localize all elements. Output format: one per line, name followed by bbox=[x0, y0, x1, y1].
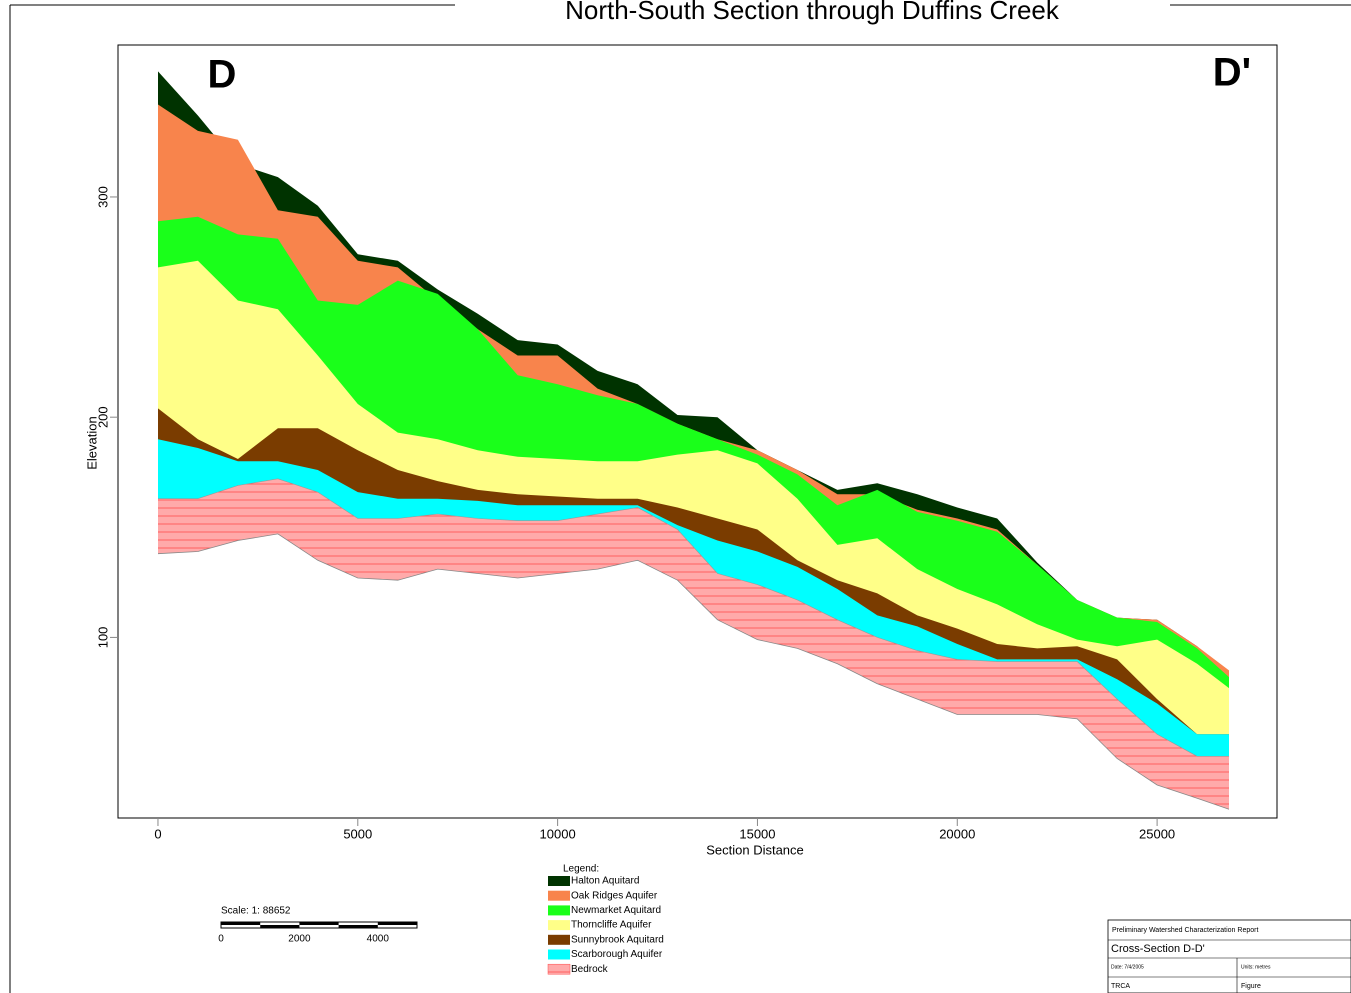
y-tick-label: 300 bbox=[95, 186, 110, 208]
legend-label: Thorncliffe Aquifer bbox=[571, 920, 652, 931]
x-tick-label: 10000 bbox=[540, 826, 576, 841]
scale-tick-label: 2000 bbox=[288, 934, 311, 945]
y-tick-label: 100 bbox=[95, 627, 110, 649]
chart-title: North-South Section through Duffins Cree… bbox=[565, 0, 1060, 25]
legend-swatch bbox=[548, 920, 570, 930]
legend-swatch bbox=[548, 964, 570, 974]
legend-title: Legend: bbox=[563, 864, 599, 875]
scale-bar-segment bbox=[378, 922, 417, 925]
x-tick-label: 0 bbox=[154, 826, 161, 841]
y-tick-label: 200 bbox=[95, 406, 110, 428]
legend-label: Halton Aquitard bbox=[571, 876, 639, 887]
units: Units: metres bbox=[1241, 964, 1271, 970]
scale-bar-segment bbox=[339, 925, 378, 928]
date: Date: 7/4/2005 bbox=[1111, 964, 1144, 970]
section-end-label: D' bbox=[1213, 51, 1251, 95]
figure-title: Cross-Section D-D' bbox=[1111, 943, 1205, 955]
agency: TRCA bbox=[1111, 983, 1130, 990]
scale-tick-label: 0 bbox=[218, 934, 224, 945]
legend-swatch bbox=[548, 950, 570, 960]
legend-label: Newmarket Aquitard bbox=[571, 905, 661, 916]
scale-label: Scale: 1: 88652 bbox=[221, 906, 291, 917]
legend-label: Scarborough Aquifer bbox=[571, 949, 663, 960]
chart: North-South Section through Duffins Cree… bbox=[0, 0, 1351, 993]
x-axis-label: Section Distance bbox=[706, 842, 804, 857]
x-tick-label: 15000 bbox=[739, 826, 775, 841]
scale-tick-label: 4000 bbox=[367, 934, 390, 945]
legend-swatch bbox=[548, 935, 570, 945]
x-tick-label: 20000 bbox=[939, 826, 975, 841]
legend-label: Oak Ridges Aquifer bbox=[571, 890, 658, 901]
legend-label: Sunnybrook Aquitard bbox=[571, 934, 664, 945]
legend-label: Bedrock bbox=[571, 964, 609, 975]
x-tick-label: 25000 bbox=[1139, 826, 1175, 841]
legend-swatch bbox=[548, 905, 570, 915]
scale-bar-segment bbox=[299, 922, 338, 925]
x-tick-label: 5000 bbox=[343, 826, 372, 841]
title-block: Preliminary Watershed Characterization R… bbox=[1108, 920, 1351, 993]
figure: Figure bbox=[1241, 983, 1261, 990]
report-title: Preliminary Watershed Characterization R… bbox=[1112, 927, 1258, 934]
legend-swatch bbox=[548, 876, 570, 886]
section-start-label: D bbox=[208, 53, 237, 97]
scale-bar-segment bbox=[260, 925, 299, 928]
legend-swatch bbox=[548, 891, 570, 901]
scale-bar-segment bbox=[221, 922, 260, 925]
